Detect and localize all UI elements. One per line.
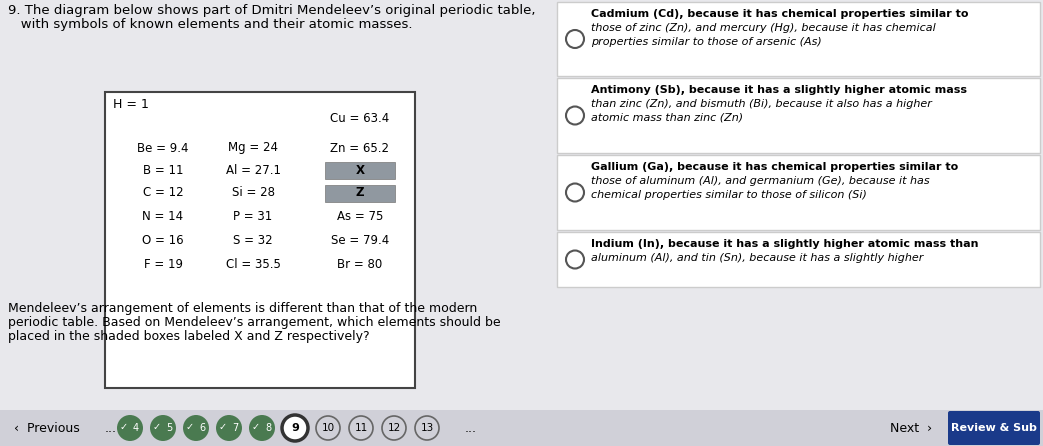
Text: C = 12: C = 12: [143, 186, 184, 199]
Text: placed in the shaded boxes labeled X and Z respectively?: placed in the shaded boxes labeled X and…: [8, 330, 369, 343]
Text: N = 14: N = 14: [143, 210, 184, 223]
Text: properties similar to those of arsenic (As): properties similar to those of arsenic (…: [591, 37, 822, 47]
Text: atomic mass than zinc (Zn): atomic mass than zinc (Zn): [591, 113, 743, 123]
Text: Zn = 65.2: Zn = 65.2: [331, 141, 389, 154]
Text: Cu = 63.4: Cu = 63.4: [331, 112, 390, 124]
Text: O = 16: O = 16: [142, 234, 184, 247]
Circle shape: [316, 416, 340, 440]
Text: ✓: ✓: [186, 422, 194, 432]
Circle shape: [566, 251, 584, 268]
Text: Se = 79.4: Se = 79.4: [331, 234, 389, 247]
Text: aluminum (Al), and tin (Sn), because it has a slightly higher: aluminum (Al), and tin (Sn), because it …: [591, 253, 923, 263]
Circle shape: [382, 416, 406, 440]
Text: than zinc (Zn), and bismuth (Bi), because it also has a higher: than zinc (Zn), and bismuth (Bi), becaus…: [591, 99, 931, 109]
Circle shape: [566, 30, 584, 48]
Text: chemical properties similar to those of silicon (Si): chemical properties similar to those of …: [591, 190, 867, 200]
Text: As = 75: As = 75: [337, 210, 383, 223]
Text: 9. The diagram below shows part of Dmitri Mendeleev’s original periodic table,: 9. The diagram below shows part of Dmitr…: [8, 4, 535, 17]
Circle shape: [117, 415, 143, 441]
Text: Review & Sub: Review & Sub: [951, 423, 1037, 433]
Text: 12: 12: [387, 423, 401, 433]
Text: Z: Z: [356, 186, 364, 199]
Text: X: X: [356, 164, 364, 177]
Text: Mg = 24: Mg = 24: [228, 141, 278, 154]
Text: Al = 27.1: Al = 27.1: [225, 164, 281, 177]
Text: 13: 13: [420, 423, 434, 433]
Text: Si = 28: Si = 28: [232, 186, 274, 199]
Text: Indium (In), because it has a slightly higher atomic mass than: Indium (In), because it has a slightly h…: [591, 239, 978, 249]
Circle shape: [282, 415, 308, 441]
Circle shape: [566, 107, 584, 124]
Text: H = 1: H = 1: [113, 98, 149, 111]
FancyBboxPatch shape: [557, 155, 1040, 230]
Text: 4: 4: [134, 423, 139, 433]
Text: Cadmium (Cd), because it has chemical properties similar to: Cadmium (Cd), because it has chemical pr…: [591, 9, 969, 19]
Text: ...: ...: [465, 421, 477, 434]
Text: B = 11: B = 11: [143, 164, 184, 177]
Text: ✓: ✓: [251, 422, 260, 432]
Text: 6: 6: [199, 423, 205, 433]
FancyBboxPatch shape: [557, 2, 1040, 76]
Circle shape: [566, 183, 584, 202]
Circle shape: [415, 416, 439, 440]
Text: Next  ›: Next ›: [890, 421, 932, 434]
FancyBboxPatch shape: [325, 161, 395, 178]
Circle shape: [349, 416, 373, 440]
Circle shape: [249, 415, 275, 441]
Text: F = 19: F = 19: [144, 257, 183, 271]
FancyBboxPatch shape: [557, 78, 1040, 153]
Text: 8: 8: [265, 423, 271, 433]
Circle shape: [150, 415, 176, 441]
Text: ✓: ✓: [153, 422, 161, 432]
Text: Be = 9.4: Be = 9.4: [138, 141, 189, 154]
Text: 11: 11: [355, 423, 367, 433]
Text: periodic table. Based on Mendeleev’s arrangement, which elements should be: periodic table. Based on Mendeleev’s arr…: [8, 316, 501, 329]
Text: ...: ...: [105, 421, 117, 434]
FancyBboxPatch shape: [557, 232, 1040, 287]
FancyBboxPatch shape: [325, 185, 395, 202]
Text: 9: 9: [291, 423, 299, 433]
Text: Antimony (Sb), because it has a slightly higher atomic mass: Antimony (Sb), because it has a slightly…: [591, 85, 967, 95]
Text: ✓: ✓: [120, 422, 128, 432]
FancyBboxPatch shape: [948, 411, 1040, 445]
Text: Mendeleev’s arrangement of elements is different than that of the modern: Mendeleev’s arrangement of elements is d…: [8, 302, 478, 315]
Text: Gallium (Ga), because it has chemical properties similar to: Gallium (Ga), because it has chemical pr…: [591, 162, 959, 172]
Text: with symbols of known elements and their atomic masses.: with symbols of known elements and their…: [8, 18, 412, 31]
Circle shape: [183, 415, 209, 441]
Text: Br = 80: Br = 80: [337, 257, 383, 271]
Text: those of zinc (Zn), and mercury (Hg), because it has chemical: those of zinc (Zn), and mercury (Hg), be…: [591, 23, 936, 33]
Circle shape: [216, 415, 242, 441]
Text: P = 31: P = 31: [234, 210, 272, 223]
Text: 5: 5: [166, 423, 172, 433]
Text: ✓: ✓: [219, 422, 227, 432]
Text: 7: 7: [232, 423, 238, 433]
Text: 10: 10: [321, 423, 335, 433]
Text: those of aluminum (Al), and germanium (Ge), because it has: those of aluminum (Al), and germanium (G…: [591, 176, 929, 186]
Text: Cl = 35.5: Cl = 35.5: [225, 257, 281, 271]
Text: ‹  Previous: ‹ Previous: [14, 421, 79, 434]
FancyBboxPatch shape: [105, 92, 415, 388]
FancyBboxPatch shape: [0, 410, 1043, 446]
Text: S = 32: S = 32: [234, 234, 273, 247]
